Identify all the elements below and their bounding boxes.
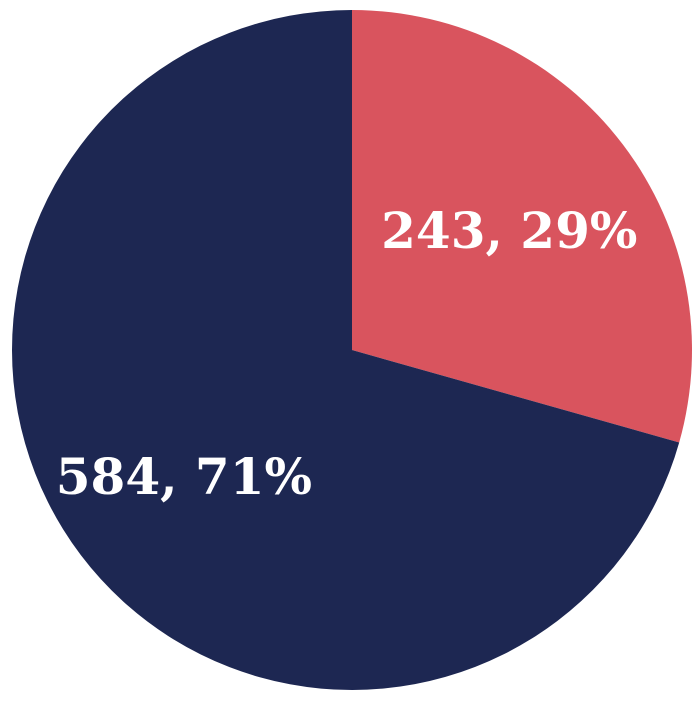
slice-label-2: 584, 71% — [56, 447, 312, 506]
pie-labels: 243, 29% 584, 71% — [56, 201, 638, 506]
slice-label-1: 243, 29% — [381, 201, 637, 260]
pie-slice-2 — [12, 10, 680, 690]
pie-slices — [12, 10, 693, 690]
pie-slice-1 — [352, 10, 693, 443]
